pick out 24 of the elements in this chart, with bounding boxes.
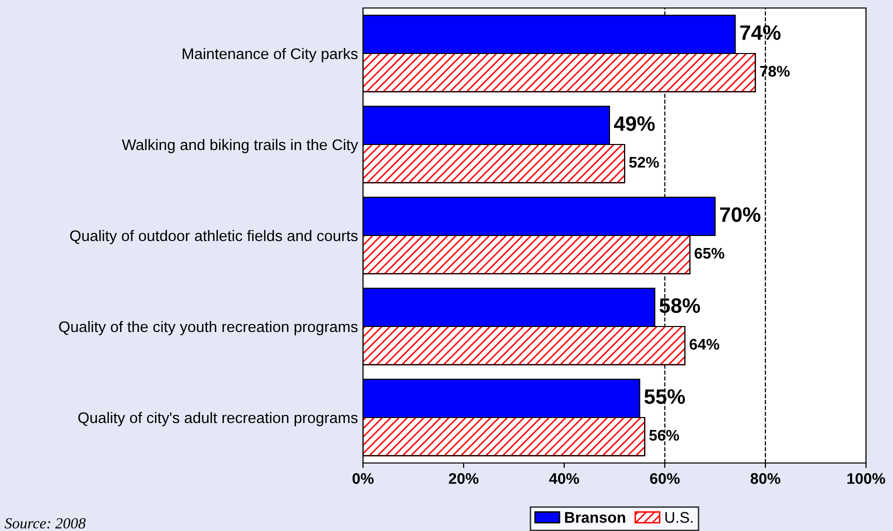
- y-tick-label: Maintenance of City parks: [182, 48, 358, 62]
- source-note: Source: 2008: [4, 518, 86, 529]
- data-label: 74%: [740, 25, 781, 40]
- x-tick-label: 100%: [847, 473, 886, 484]
- x-tick-label: 0%: [352, 473, 374, 484]
- y-tick-label: Quality of city's adult recreation programs: [78, 412, 358, 426]
- data-label: 64%: [690, 338, 720, 350]
- y-tick-label: Walking and biking trails in the City: [122, 138, 358, 154]
- data-label: 55%: [644, 389, 685, 404]
- data-label: 65%: [694, 248, 724, 259]
- x-tick-label: 60%: [650, 473, 680, 484]
- data-label: 70%: [720, 207, 760, 222]
- x-tick-label: 40%: [549, 473, 580, 484]
- data-label: 56%: [649, 430, 680, 441]
- y-tick-label: Quality of the city youth recreation programs: [59, 320, 358, 336]
- x-tick-label: 20%: [448, 473, 478, 484]
- data-label: 49%: [614, 116, 655, 131]
- legend-label: U.S.: [665, 512, 693, 523]
- data-label: 58%: [660, 298, 700, 313]
- data-label: 52%: [629, 156, 659, 168]
- y-tick-label: Quality of outdoor athletic fields and courts: [70, 230, 358, 244]
- data-label: 78%: [760, 66, 790, 77]
- legend-label: Branson: [565, 512, 626, 523]
- x-tick-label: 80%: [750, 473, 780, 484]
